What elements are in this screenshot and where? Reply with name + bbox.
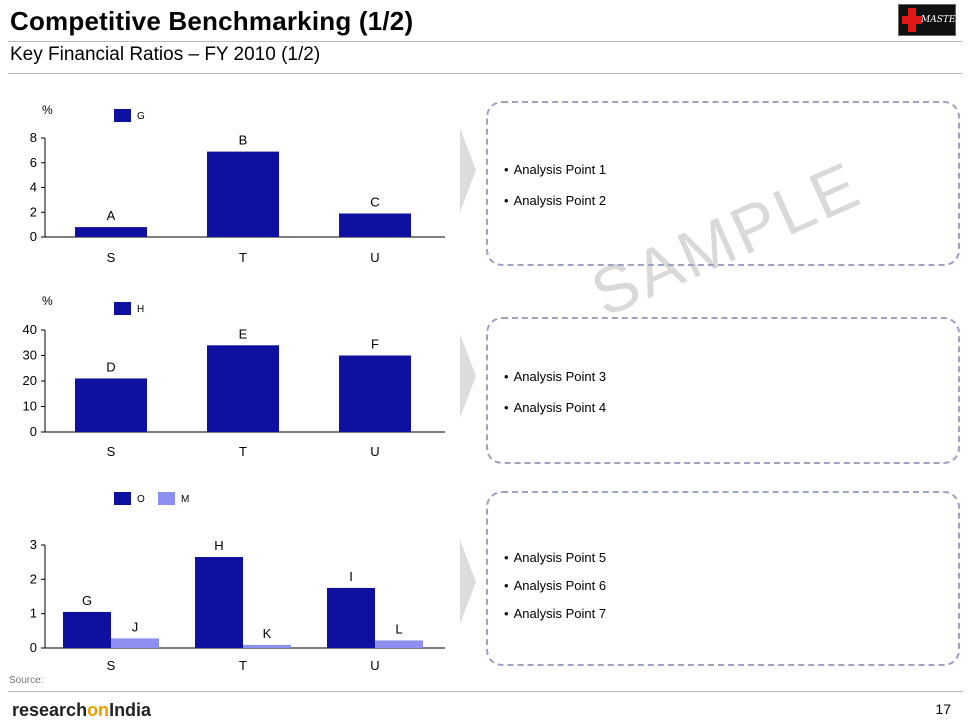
analysis-point: • Analysis Point 4: [504, 400, 607, 415]
source-note: Source:: [9, 675, 44, 686]
legend-swatch: [114, 109, 131, 122]
masters-logo: MASTERS: [898, 4, 968, 36]
footer-divider: [8, 691, 963, 692]
y-tick-label: 10: [23, 399, 37, 414]
analysis-point: • Analysis Point 5: [504, 550, 607, 565]
brand-text-3: India: [109, 700, 152, 720]
y-tick-label: 2: [30, 571, 37, 586]
bar: [207, 151, 279, 237]
y-tick-label: 40: [23, 322, 37, 337]
bar: [339, 213, 411, 237]
bar-label: L: [395, 621, 402, 636]
analysis-point: • Analysis Point 2: [504, 193, 607, 208]
y-tick-label: 1: [30, 606, 37, 621]
bar: [327, 587, 375, 648]
arrow-1-icon: [460, 128, 476, 212]
analysis-point: • Analysis Point 7: [504, 606, 607, 621]
bar: [111, 638, 159, 648]
y-tick-label: 20: [23, 373, 37, 388]
y-tick-label: 0: [30, 424, 37, 439]
y-tick-label: 3: [30, 537, 37, 552]
bar-label: I: [349, 569, 353, 584]
bar-label: J: [132, 619, 139, 634]
x-tick-label: T: [239, 658, 247, 673]
analysis-point: • Analysis Point 3: [504, 369, 607, 384]
bar-label: E: [239, 326, 248, 341]
legend-label: H: [137, 304, 144, 315]
page-title: Competitive Benchmarking (1/2): [10, 6, 414, 36]
page-number: 17: [935, 701, 951, 717]
logo-text: MASTERS: [921, 15, 969, 25]
x-tick-label: T: [239, 444, 247, 459]
bar: [375, 640, 423, 648]
y-tick-label: 8: [30, 130, 37, 145]
bar-label: D: [106, 359, 115, 374]
page-subtitle: Key Financial Ratios – FY 2010 (1/2): [10, 44, 321, 65]
bar: [63, 611, 111, 648]
y-tick-label: 2: [30, 204, 37, 219]
y-tick-label: 30: [23, 348, 37, 363]
legend-label: M: [181, 494, 189, 505]
bar: [75, 227, 147, 237]
bar: [207, 345, 279, 432]
legend-label: O: [137, 494, 145, 505]
legend-swatch: [114, 302, 131, 315]
y-tick-label: 4: [30, 180, 37, 195]
bar-label: C: [370, 194, 379, 209]
x-tick-label: U: [370, 658, 379, 673]
y-axis-unit: %: [42, 103, 53, 117]
legend-label: G: [137, 111, 145, 122]
arrow-3-icon: [460, 540, 476, 624]
y-tick-label: 0: [30, 229, 37, 244]
y-tick-label: 6: [30, 155, 37, 170]
y-axis-unit: %: [42, 294, 53, 308]
x-tick-label: S: [107, 658, 116, 673]
y-tick-label: 0: [30, 640, 37, 655]
subtitle-divider: [8, 73, 963, 74]
x-tick-label: S: [107, 444, 116, 459]
charts-area: 0 2 4 6 8% G S A T B U C 0 10 20 30 40% H S D T E U F 0 1 2 3 O M S G J T…: [23, 103, 445, 673]
analysis-box-1: • Analysis Point 1 • Analysis Point 2: [486, 101, 960, 266]
bar: [339, 355, 411, 432]
bar: [75, 378, 147, 432]
x-tick-label: S: [107, 250, 116, 265]
x-tick-label: U: [370, 444, 379, 459]
bar-label: B: [239, 133, 248, 148]
x-tick-label: T: [239, 250, 247, 265]
bar: [243, 644, 291, 648]
brand-text-2: on: [87, 700, 110, 720]
analysis-point: • Analysis Point 1: [504, 162, 607, 177]
bar-label: H: [214, 538, 223, 553]
bar-label: K: [263, 626, 272, 641]
brand-logo: researchonIndia: [12, 700, 151, 721]
arrow-2-icon: [460, 334, 476, 418]
analysis-box-3: • Analysis Point 5 • Analysis Point 6 • Ana…: [486, 491, 960, 666]
bar-label: G: [82, 593, 92, 608]
analysis-point: • Analysis Point 6: [504, 578, 607, 593]
title-divider: [8, 41, 963, 42]
x-tick-label: U: [370, 250, 379, 265]
brand-text-1: research: [12, 700, 88, 720]
bar-label: F: [371, 337, 379, 352]
cross-logo-bar: [902, 16, 922, 24]
bar: [195, 557, 243, 648]
analysis-box-2: • Analysis Point 3 • Analysis Point 4: [486, 317, 960, 464]
legend-swatch: [158, 492, 175, 505]
legend-swatch: [114, 492, 131, 505]
bar-label: A: [107, 208, 116, 223]
